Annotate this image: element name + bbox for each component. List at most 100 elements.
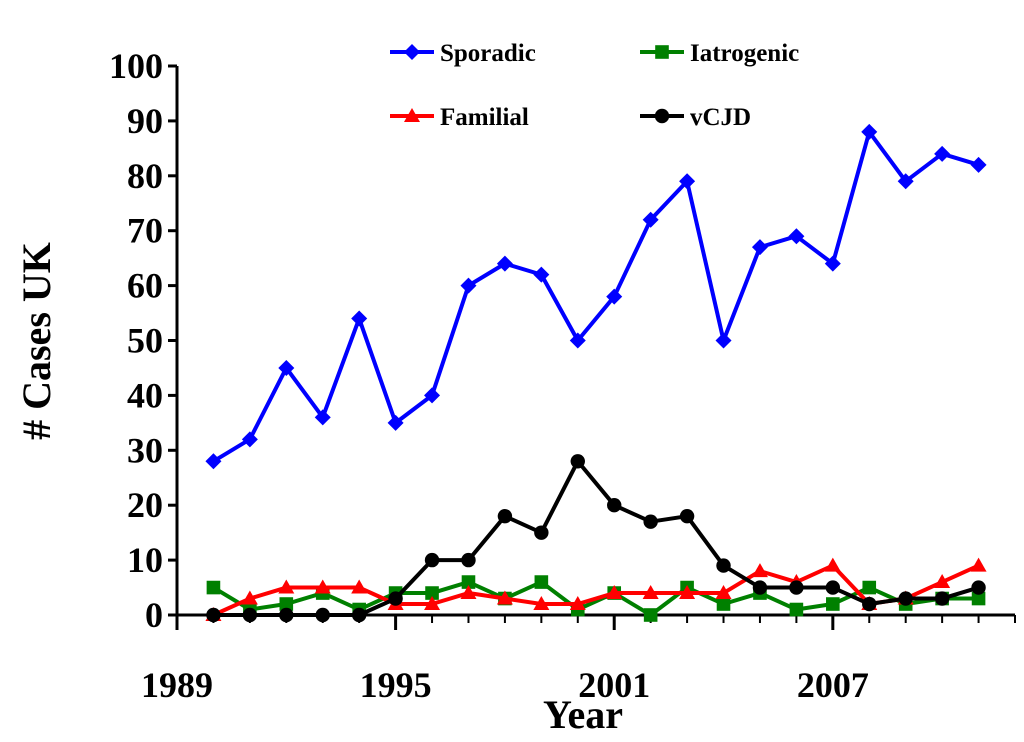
data-point-sporadic	[424, 387, 441, 404]
data-point-iatrogenic	[425, 586, 439, 600]
x-tick-label: 2001	[578, 665, 650, 705]
legend-label: Familial	[440, 104, 529, 131]
data-point-familial	[679, 585, 696, 600]
data-point-vcjd	[461, 552, 476, 568]
legend-label: Iatrogenic	[690, 40, 799, 67]
data-point-vcjd	[789, 580, 804, 595]
legend-label: vCJD	[690, 104, 751, 131]
data-point-vcjd	[971, 580, 986, 595]
x-axis-title: Year	[543, 692, 623, 737]
data-point-vcjd	[643, 514, 658, 529]
legend-marker	[655, 45, 669, 59]
data-point-vcjd	[206, 607, 221, 623]
y-tick-label: 30	[127, 430, 163, 470]
data-point-familial	[278, 579, 295, 594]
data-point-vcjd	[679, 508, 695, 524]
data-point-familial	[424, 596, 441, 611]
data-point-sporadic	[970, 156, 987, 173]
data-point-familial	[751, 563, 768, 578]
data-point-vcjd	[752, 580, 768, 595]
data-point-sporadic	[861, 123, 878, 140]
data-point-sporadic	[897, 173, 914, 190]
y-tick-label: 100	[109, 46, 163, 86]
data-point-sporadic	[241, 431, 258, 448]
data-point-sporadic	[351, 310, 368, 327]
data-point-familial	[533, 596, 550, 611]
data-point-vcjd	[315, 607, 330, 623]
y-axis-title: # Cases UK	[14, 242, 59, 440]
series-line-vcjd	[213, 459, 980, 617]
data-point-sporadic	[679, 173, 696, 190]
data-point-iatrogenic	[206, 580, 221, 595]
data-point-vcjd	[497, 508, 513, 524]
data-point-sporadic	[533, 266, 550, 283]
data-point-vcjd	[242, 607, 258, 623]
data-point-vcjd	[934, 591, 950, 606]
y-tick-label: 0	[145, 595, 163, 635]
y-tick-label: 50	[127, 321, 163, 361]
data-point-vcjd	[716, 558, 731, 573]
series-line-familial	[212, 563, 980, 617]
legend-item-iatrogenic: Iatrogenic	[640, 40, 799, 67]
data-point-familial	[934, 574, 951, 589]
data-point-familial	[351, 579, 368, 594]
legend-item-familial: Familial	[390, 104, 529, 131]
data-point-familial	[496, 590, 513, 605]
data-point-sporadic	[387, 414, 404, 431]
data-point-sporadic	[606, 288, 623, 305]
legend-item-sporadic: Sporadic	[390, 40, 536, 67]
y-tick-label: 10	[127, 540, 163, 580]
legend-item-vcjd: vCJD	[640, 104, 751, 131]
data-point-sporadic	[642, 211, 659, 228]
x-tick-label: 2007	[797, 665, 869, 705]
data-point-familial	[241, 590, 258, 605]
data-point-sporadic	[715, 332, 732, 349]
data-point-sporadic	[496, 255, 513, 272]
y-tick-label: 80	[127, 156, 163, 196]
data-point-iatrogenic	[279, 597, 294, 611]
data-point-vcjd	[534, 525, 549, 540]
data-point-vcjd	[351, 607, 367, 623]
x-tick-label: 1989	[141, 665, 213, 705]
data-point-vcjd	[570, 454, 585, 469]
legend-marker	[404, 108, 420, 122]
data-point-sporadic	[460, 277, 477, 294]
y-tick-label: 40	[127, 375, 163, 415]
data-point-sporadic	[751, 239, 768, 256]
data-point-familial	[314, 579, 331, 594]
data-point-vcjd	[825, 580, 841, 595]
y-tick-label: 90	[127, 101, 163, 141]
data-point-iatrogenic	[716, 597, 731, 611]
series-vcjd	[206, 454, 986, 623]
data-point-vcjd	[279, 607, 294, 623]
series-group	[205, 123, 987, 623]
data-point-sporadic	[824, 255, 841, 272]
data-point-sporadic	[569, 332, 586, 349]
y-tick-label: 20	[127, 485, 163, 525]
data-point-iatrogenic	[643, 608, 658, 622]
data-point-iatrogenic	[826, 597, 840, 611]
x-tick-label: 1995	[360, 665, 432, 705]
legend: Sporadic Iatrogenic Familial vCJD	[390, 40, 799, 131]
data-point-iatrogenic	[461, 575, 476, 589]
series-line-sporadic	[212, 129, 980, 463]
data-point-vcjd	[607, 498, 622, 513]
data-point-vcjd	[388, 591, 403, 606]
legend-marker	[654, 108, 670, 124]
data-point-iatrogenic	[971, 591, 986, 606]
data-point-familial	[715, 585, 732, 600]
data-point-iatrogenic	[789, 602, 804, 617]
data-point-vcjd	[898, 591, 913, 606]
data-point-sporadic	[205, 453, 222, 470]
data-point-sporadic	[788, 228, 805, 245]
data-point-vcjd	[862, 596, 877, 612]
data-point-familial	[642, 585, 659, 600]
y-tick-label: 70	[127, 211, 163, 251]
data-point-sporadic	[314, 409, 331, 426]
y-tick-label: 60	[127, 266, 163, 306]
data-point-iatrogenic	[862, 580, 877, 595]
data-point-familial	[824, 557, 841, 572]
legend-marker	[404, 44, 420, 60]
